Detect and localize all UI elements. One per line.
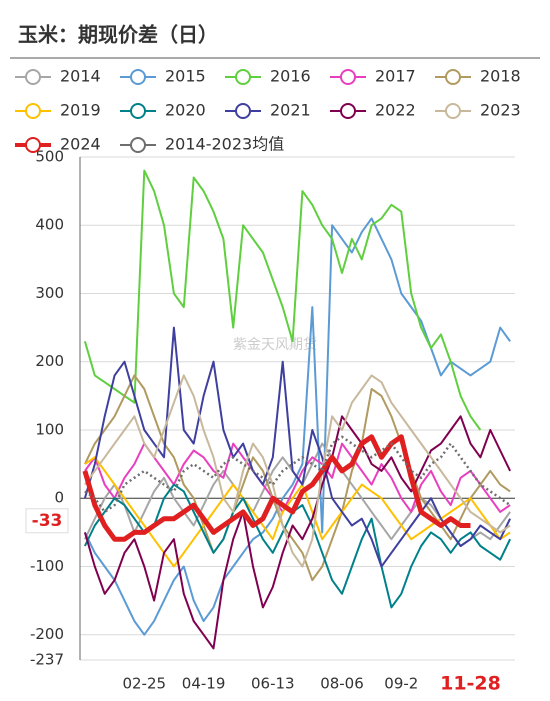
legend-marker <box>130 103 146 119</box>
legend-label: 2020 <box>165 101 206 120</box>
legend-label: 2019 <box>60 101 101 120</box>
legend-label: 2014-2023均值 <box>165 135 284 154</box>
x-tick-label: 08-06 <box>320 675 364 693</box>
chart-title: 玉米：期现价差（日） <box>18 23 218 47</box>
x-tick-label: 04-19 <box>182 675 226 693</box>
legend-label: 2024 <box>60 135 101 154</box>
y-tick-label: 0 <box>54 489 64 507</box>
x-tick-label: 06-13 <box>251 675 295 693</box>
legend-label: 2014 <box>60 67 101 86</box>
current-value: -33 <box>32 511 63 531</box>
legend-marker <box>130 137 146 153</box>
series-line <box>84 217 511 636</box>
legend-label: 2023 <box>480 101 521 120</box>
x-tick-label: 11-28 <box>440 673 501 695</box>
legend-marker <box>235 69 251 85</box>
series-line <box>82 434 471 542</box>
y-tick-label: 500 <box>35 148 64 166</box>
series-line <box>83 483 512 609</box>
legend-label: 2022 <box>375 101 416 120</box>
series-line <box>83 326 512 568</box>
y-tick-label: -200 <box>30 625 64 643</box>
y-tick-label: -100 <box>30 557 64 575</box>
legend-marker <box>340 69 356 85</box>
legend-label: 2016 <box>270 67 311 86</box>
x-tick-label: 09-2 <box>384 675 418 693</box>
series-line <box>84 435 511 514</box>
series-line <box>83 169 482 431</box>
y-tick-label: 400 <box>35 216 64 234</box>
series-line <box>83 415 511 650</box>
legend-marker <box>445 69 461 85</box>
series-line <box>84 374 511 568</box>
legend-marker <box>25 103 41 119</box>
legend-marker <box>25 69 41 85</box>
legend-marker <box>235 103 251 119</box>
legend-label: 2018 <box>480 67 521 86</box>
x-tick-label: 02-25 <box>122 675 166 693</box>
legend-label: 2021 <box>270 101 311 120</box>
current-badge <box>25 508 69 534</box>
y-tick-label: -237 <box>30 651 64 669</box>
legend-marker <box>445 103 461 119</box>
legend-label: 2015 <box>165 67 206 86</box>
legend-marker <box>25 137 41 153</box>
legend-marker <box>130 69 146 85</box>
series-line <box>84 456 511 568</box>
y-tick-label: 100 <box>35 420 64 438</box>
legend-label: 2017 <box>375 67 416 86</box>
y-tick-label: 200 <box>35 352 64 370</box>
legend-marker <box>340 103 356 119</box>
y-tick-label: 300 <box>35 284 64 302</box>
series-line <box>84 442 511 513</box>
watermark: 紫金天风期货 <box>233 336 317 353</box>
